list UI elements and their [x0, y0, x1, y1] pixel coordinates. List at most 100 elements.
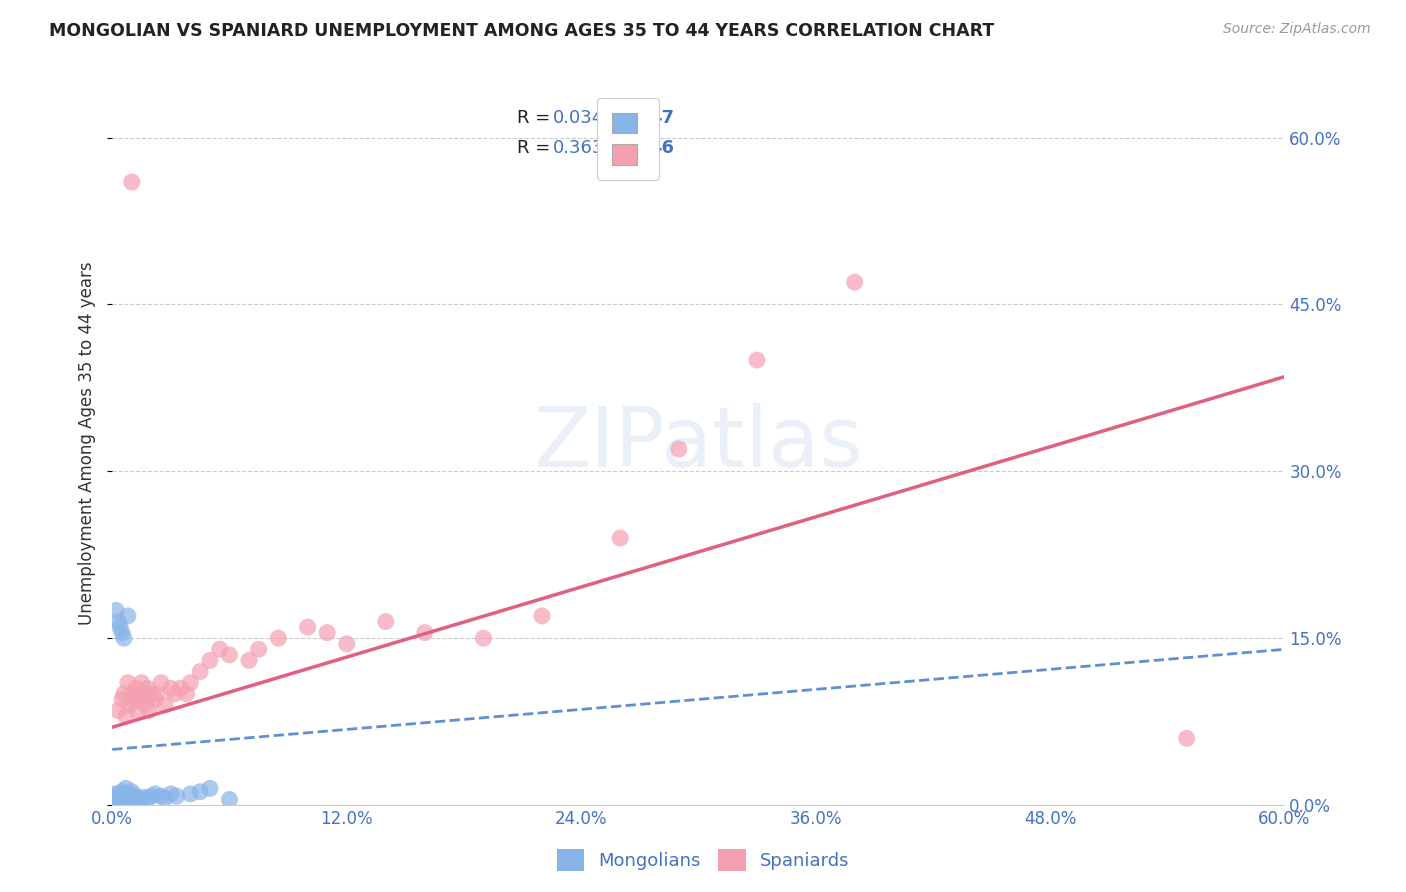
- Point: [108, 789, 131, 804]
- Point: [117, 609, 139, 624]
- Point: [117, 789, 139, 804]
- Point: [143, 787, 166, 801]
- Point: [198, 653, 221, 667]
- Point: [117, 792, 139, 806]
- Point: [107, 615, 129, 629]
- Point: [121, 175, 143, 189]
- Point: [218, 792, 240, 806]
- Point: [111, 785, 134, 799]
- Point: [844, 275, 866, 289]
- Text: R =: R =: [516, 109, 555, 127]
- Point: [141, 687, 163, 701]
- Point: [127, 704, 149, 718]
- Point: [111, 792, 134, 806]
- Point: [198, 781, 221, 796]
- Point: [118, 787, 141, 801]
- Point: [131, 675, 153, 690]
- Point: [150, 675, 173, 690]
- Point: [107, 791, 129, 805]
- Text: 0.034: 0.034: [553, 109, 605, 127]
- Point: [121, 785, 143, 799]
- Text: Source: ZipAtlas.com: Source: ZipAtlas.com: [1223, 22, 1371, 37]
- Point: [531, 609, 554, 624]
- Point: [153, 791, 176, 805]
- Point: [297, 620, 319, 634]
- Point: [122, 687, 145, 701]
- Point: [103, 787, 125, 801]
- Point: [188, 785, 211, 799]
- Point: [128, 692, 150, 706]
- Point: [115, 709, 138, 723]
- Y-axis label: Unemployment Among Ages 35 to 44 years: Unemployment Among Ages 35 to 44 years: [79, 261, 96, 625]
- Point: [107, 787, 129, 801]
- Point: [150, 789, 173, 804]
- Point: [115, 781, 138, 796]
- Point: [132, 790, 155, 805]
- Point: [374, 615, 396, 629]
- Text: 0.363: 0.363: [553, 139, 605, 157]
- Point: [115, 794, 138, 808]
- Text: N =: N =: [616, 109, 657, 127]
- Point: [146, 687, 169, 701]
- Point: [131, 794, 153, 808]
- Text: MONGOLIAN VS SPANIARD UNEMPLOYMENT AMONG AGES 35 TO 44 YEARS CORRELATION CHART: MONGOLIAN VS SPANIARD UNEMPLOYMENT AMONG…: [49, 22, 994, 40]
- Text: 47: 47: [650, 109, 673, 127]
- Point: [112, 791, 135, 805]
- Point: [112, 795, 135, 809]
- Point: [247, 642, 270, 657]
- Point: [105, 792, 128, 806]
- Point: [609, 531, 631, 545]
- Text: ZIPatlas: ZIPatlas: [533, 403, 863, 484]
- Point: [413, 625, 436, 640]
- Point: [121, 791, 143, 805]
- Text: 46: 46: [650, 139, 673, 157]
- Point: [111, 790, 134, 805]
- Point: [160, 787, 183, 801]
- Point: [111, 692, 134, 706]
- Point: [316, 625, 339, 640]
- Point: [108, 794, 131, 808]
- Text: R =: R =: [516, 139, 555, 157]
- Point: [136, 681, 159, 696]
- Point: [122, 792, 145, 806]
- Point: [336, 637, 359, 651]
- Point: [166, 789, 188, 804]
- Point: [107, 704, 129, 718]
- Point: [134, 698, 156, 712]
- Point: [105, 789, 128, 804]
- Point: [118, 698, 141, 712]
- Point: [143, 692, 166, 706]
- Point: [238, 653, 260, 667]
- Point: [121, 692, 143, 706]
- Text: N =: N =: [616, 139, 657, 157]
- Point: [117, 675, 139, 690]
- Point: [125, 789, 148, 804]
- Point: [208, 642, 231, 657]
- Point: [160, 681, 183, 696]
- Point: [176, 687, 198, 701]
- Point: [128, 792, 150, 806]
- Point: [112, 687, 135, 701]
- Point: [125, 794, 148, 808]
- Point: [112, 787, 135, 801]
- Point: [112, 631, 135, 645]
- Point: [668, 442, 690, 456]
- Point: [188, 665, 211, 679]
- Point: [136, 791, 159, 805]
- Point: [179, 675, 201, 690]
- Point: [218, 648, 240, 662]
- Point: [127, 791, 149, 805]
- Point: [111, 625, 134, 640]
- Point: [132, 687, 155, 701]
- Point: [105, 603, 128, 617]
- Point: [267, 631, 290, 645]
- Point: [745, 353, 768, 368]
- Point: [169, 681, 191, 696]
- Point: [125, 681, 148, 696]
- Legend: Mongolians, Spaniards: Mongolians, Spaniards: [550, 842, 856, 879]
- Point: [138, 704, 160, 718]
- Point: [1175, 731, 1198, 746]
- Point: [141, 789, 163, 804]
- Point: [121, 795, 143, 809]
- Point: [115, 790, 138, 805]
